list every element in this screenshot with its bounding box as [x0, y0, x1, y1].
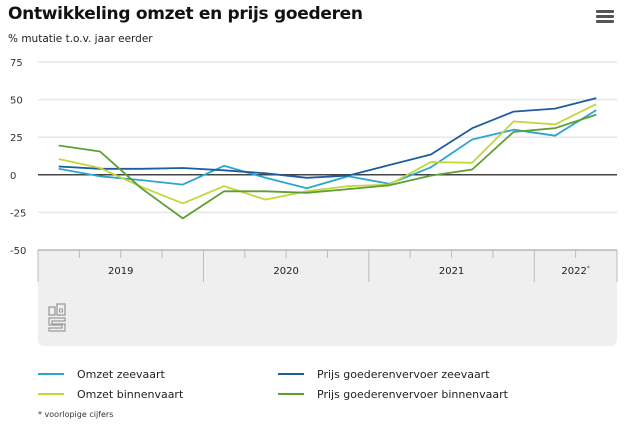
chart-subtitle: % mutatie t.o.v. jaar eerder [8, 33, 153, 45]
grid-lines [38, 61, 617, 214]
legend-label: Omzet binnenvaart [77, 387, 184, 401]
menu-bar [596, 20, 614, 23]
y-tick-label: -25 [10, 208, 26, 219]
menu-bar [596, 15, 614, 18]
cbs-logo-icon [48, 303, 66, 332]
footnote: * voorlopige cijfers [38, 410, 114, 419]
chart-title: Ontwikkeling omzet en prijs goederen [8, 4, 363, 24]
series-line-prijs-goederenvervoer-zeevaart[interactable] [58, 97, 597, 179]
x-tick-label: 2020 [273, 266, 298, 277]
legend-item-prijs-zeevaart[interactable]: Prijs goederenvervoer zeevaart [278, 364, 508, 384]
legend-item-omzet-binnenvaart[interactable]: Omzet binnenvaart [38, 384, 183, 404]
y-tick-label: -50 [10, 246, 26, 257]
legend-label: Prijs goederenvervoer zeevaart [317, 367, 490, 381]
hamburger-menu-icon[interactable] [596, 10, 614, 26]
legend-swatch [38, 393, 64, 395]
legend-item-omzet-zeevaart[interactable]: Omzet zeevaart [38, 364, 183, 384]
legend-swatch [38, 373, 64, 375]
legend-left: Omzet zeevaart Omzet binnenvaart [38, 364, 183, 404]
menu-bar [596, 10, 614, 13]
legend-swatch [278, 393, 304, 395]
series-line-omzet-binnenvaart[interactable] [58, 103, 597, 205]
x-tick-label: 2019 [108, 266, 133, 277]
y-tick-label: 75 [10, 58, 23, 69]
legend-right: Prijs goederenvervoer zeevaart Prijs goe… [278, 364, 508, 404]
y-tick-label: 25 [10, 133, 23, 144]
x-tick-label: 2021 [439, 266, 464, 277]
series-line-prijs-goederenvervoer-binnenvaart[interactable] [58, 113, 597, 220]
legend-swatch [278, 373, 304, 375]
y-tick-label: 50 [10, 96, 23, 107]
series-line-omzet-zeevaart[interactable] [58, 109, 597, 190]
y-tick-label: 0 [10, 171, 16, 182]
year-footnote-marker: * [587, 265, 590, 272]
legend-item-prijs-binnenvaart[interactable]: Prijs goederenvervoer binnenvaart [278, 384, 508, 404]
x-axis-ticks: 2019 2020 2021 2022* [37, 250, 618, 282]
legend-label: Prijs goederenvervoer binnenvaart [317, 387, 508, 401]
legend-label: Omzet zeevaart [77, 367, 165, 381]
series-lines [58, 97, 597, 220]
line-chart: 75 50 25 0 -25 -50 2019 2020 2021 2022* [10, 58, 618, 346]
x-axis-band [38, 250, 617, 346]
y-axis-ticks: 75 50 25 0 -25 -50 [10, 58, 26, 257]
x-tick-label: 2022* [561, 265, 589, 277]
